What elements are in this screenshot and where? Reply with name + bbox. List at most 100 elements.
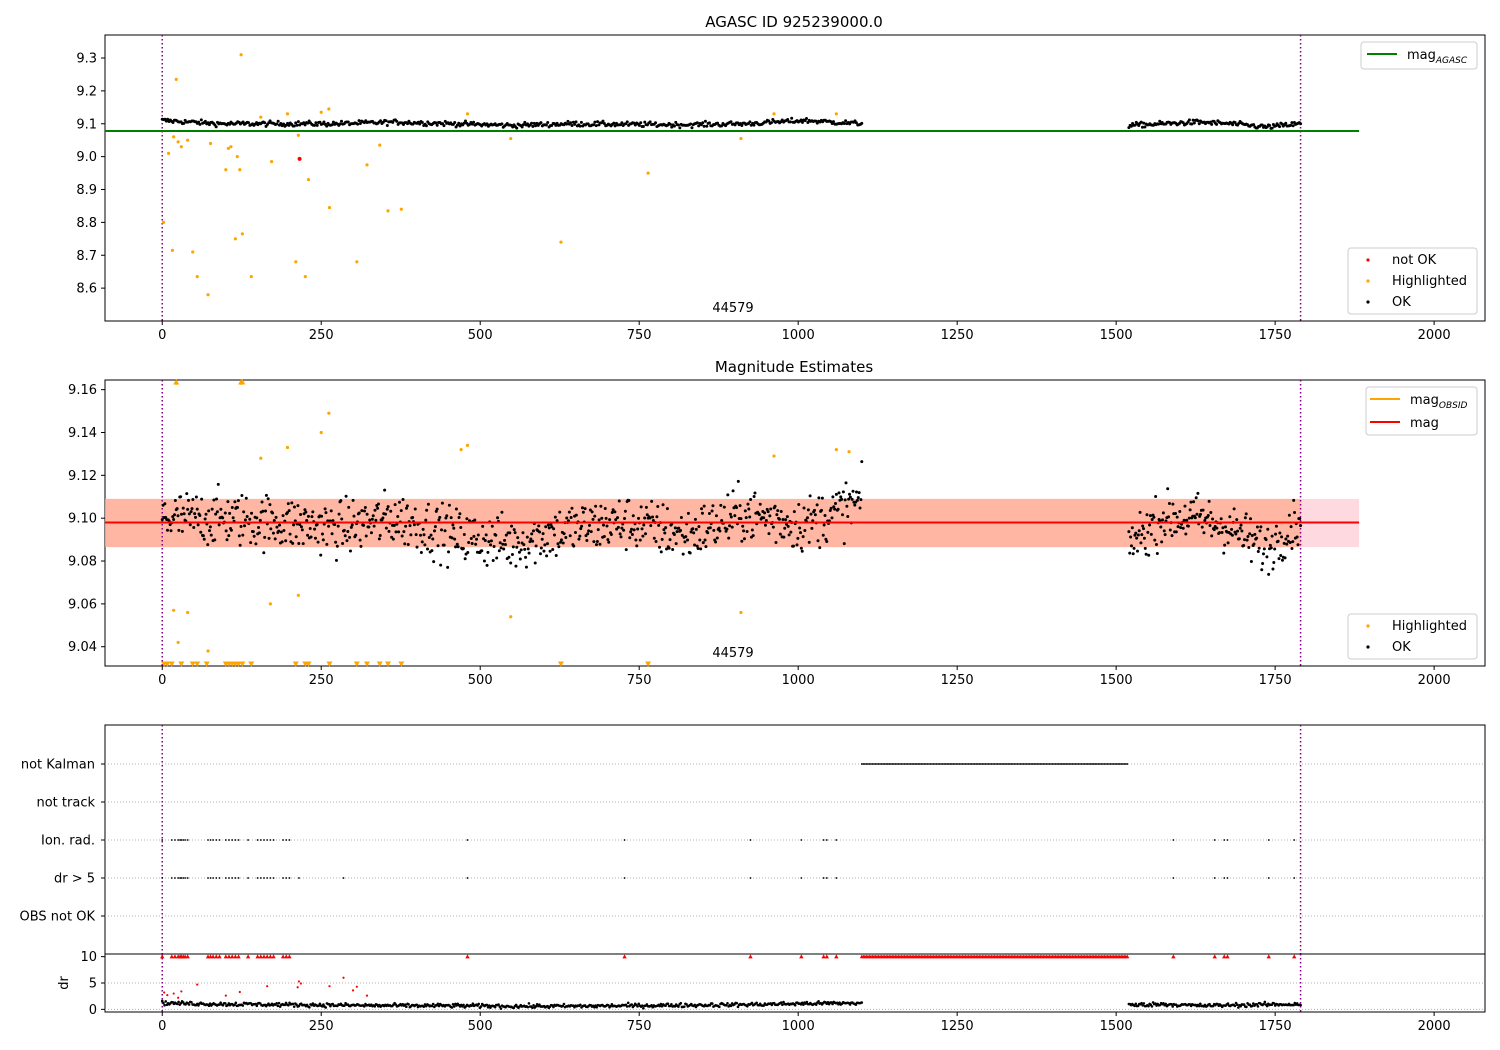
dr-point: [1245, 1005, 1248, 1009]
ok-point: [230, 506, 234, 510]
ok-point: [1259, 525, 1263, 529]
ok-point: [730, 525, 734, 529]
ok-point: [177, 528, 181, 532]
ok-point: [454, 545, 458, 549]
flag-point: [263, 839, 265, 841]
ok-point: [705, 124, 709, 128]
ok-point: [367, 525, 371, 529]
ok-point: [245, 515, 249, 519]
dr-clipped-marker: [271, 954, 276, 959]
ok-point: [522, 543, 526, 547]
ok-point: [1232, 507, 1236, 511]
ok-point: [527, 551, 531, 555]
ok-point: [271, 531, 275, 535]
flag-point: [259, 839, 262, 841]
ok-point: [1240, 529, 1244, 533]
dr-point: [817, 999, 820, 1003]
ok-point: [378, 533, 382, 537]
highlighted-point: [459, 448, 463, 452]
ok-point: [447, 550, 451, 554]
flag-point: [272, 877, 275, 879]
flag-point: [963, 763, 965, 765]
ok-point: [241, 120, 245, 124]
y-tick-label: 9.12: [68, 469, 97, 484]
ok-point: [311, 510, 315, 514]
highlighted-point: [270, 159, 274, 164]
highlighted-below-marker: [364, 661, 371, 667]
plot-area: 0 250 500 750 1000 1250 1500 1750 20009.049.069.…: [68, 379, 1451, 688]
dr-point: [729, 1004, 733, 1008]
ok-point: [267, 536, 271, 540]
highlighted-point: [399, 207, 403, 211]
flag-point: [1018, 763, 1020, 765]
dr-large-point: [266, 985, 269, 988]
flag-point: [212, 839, 215, 841]
ok-point: [303, 508, 307, 512]
ok-point: [1280, 535, 1284, 539]
ok-point: [726, 493, 730, 497]
dr-point: [1265, 1004, 1269, 1008]
flag-point: [1088, 763, 1091, 765]
dr-point: [814, 1003, 818, 1006]
dr-point: [1170, 1003, 1173, 1006]
dr-large-point: [355, 985, 358, 988]
ok-point: [857, 491, 861, 495]
flag-point: [1267, 839, 1270, 841]
ok-point: [641, 125, 645, 129]
flag-point: [1013, 763, 1016, 765]
ok-point: [650, 499, 654, 503]
flag-point: [1030, 763, 1033, 765]
flag-point: [998, 763, 1001, 765]
dr-point: [685, 1003, 688, 1006]
dr-clipped-marker: [229, 954, 235, 959]
dr-point: [579, 1003, 582, 1007]
ok-point: [542, 549, 546, 553]
ok-point: [503, 538, 507, 542]
flag-point: [928, 763, 930, 765]
flag-point: [941, 763, 944, 765]
ok-point: [665, 507, 669, 511]
ok-point: [321, 538, 325, 542]
ok-point: [1231, 123, 1235, 127]
ok-point: [637, 123, 641, 127]
dr-point: [1150, 1005, 1154, 1008]
ok-point: [305, 519, 309, 523]
flag-point: [975, 763, 978, 765]
ok-point: [446, 565, 450, 569]
ok-point: [698, 538, 702, 542]
ok-point: [304, 510, 308, 514]
dr-clipped-marker: [284, 954, 289, 959]
dr-clipped-marker: [1225, 954, 1230, 959]
dr-point: [452, 1005, 456, 1008]
dr-point: [670, 1002, 673, 1006]
ok-point: [545, 554, 549, 558]
ok-point: [1157, 122, 1161, 126]
dr-point: [208, 1002, 212, 1005]
ok-point: [517, 541, 521, 545]
ok-point: [858, 506, 862, 510]
ok-point: [697, 525, 701, 529]
ok-point: [623, 516, 627, 520]
ok-point: [1278, 125, 1282, 129]
x-tick-label: 1500: [1100, 328, 1133, 343]
ok-point: [742, 537, 746, 541]
flag-point: [1267, 877, 1270, 879]
ok-point: [1211, 517, 1215, 521]
flag-point: [1076, 763, 1078, 765]
ok-point: [538, 530, 542, 534]
ok-point: [689, 122, 693, 126]
ok-point: [623, 509, 627, 513]
category-label: not track: [36, 796, 95, 811]
dr-point: [162, 1001, 165, 1005]
ok-point: [512, 528, 516, 532]
ok-point: [489, 543, 493, 547]
ok-point: [683, 540, 687, 544]
flag-point: [874, 763, 877, 765]
legend-points: Highlighted OK: [1347, 613, 1478, 660]
ok-point: [599, 504, 603, 508]
ok-point: [1140, 125, 1144, 129]
flag-point: [1053, 763, 1055, 765]
dr-point: [1171, 1005, 1174, 1008]
legend-marker-not-ok: [1366, 258, 1370, 262]
ok-point: [369, 531, 373, 535]
